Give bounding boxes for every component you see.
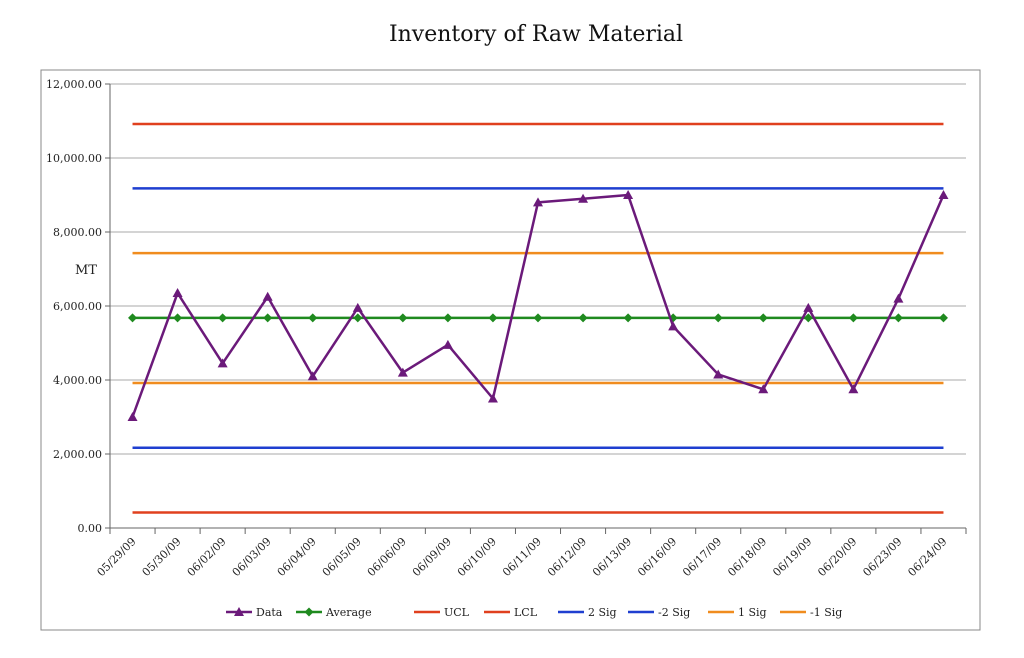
x-tick-label: 06/10/09 bbox=[455, 535, 499, 579]
data-point[interactable] bbox=[397, 367, 408, 377]
data-point[interactable] bbox=[217, 358, 228, 368]
data-point[interactable] bbox=[533, 197, 543, 207]
data-point[interactable] bbox=[443, 313, 453, 323]
x-tick-label: 05/29/09 bbox=[95, 535, 139, 579]
x-tick-label: 06/24/09 bbox=[905, 535, 949, 579]
x-tick-label: 06/05/09 bbox=[320, 535, 364, 579]
legend-label: 1 Sig bbox=[738, 606, 767, 619]
legend-label: LCL bbox=[514, 606, 538, 619]
x-tick-label: 06/16/09 bbox=[635, 535, 679, 579]
y-tick-label: 0.00 bbox=[78, 522, 103, 535]
legend[interactable]: Data Average UCL LCL 2 Sig -2 Sig 1 Sig -1 Sig bbox=[226, 606, 842, 619]
data-point[interactable] bbox=[218, 313, 228, 323]
x-tick-label: 06/23/09 bbox=[860, 535, 904, 579]
data-point[interactable] bbox=[308, 313, 318, 323]
y-tick-label: 2,000.00 bbox=[53, 448, 102, 461]
legend-marker bbox=[304, 607, 314, 617]
series-average bbox=[128, 313, 948, 323]
x-tick-label: 06/11/09 bbox=[500, 535, 544, 579]
data-point[interactable] bbox=[442, 339, 453, 349]
data-point[interactable] bbox=[173, 313, 183, 323]
x-tick-label: 06/09/09 bbox=[410, 535, 454, 579]
legend-item[interactable]: UCL bbox=[414, 606, 470, 619]
data-point[interactable] bbox=[262, 291, 273, 301]
data-point[interactable] bbox=[668, 321, 679, 331]
data-point[interactable] bbox=[578, 193, 589, 203]
data-point[interactable] bbox=[307, 371, 318, 381]
y-tick-label: 12,000.00 bbox=[46, 78, 102, 91]
legend-label: 2 Sig bbox=[588, 606, 617, 619]
series-data bbox=[127, 190, 949, 421]
data-point[interactable] bbox=[353, 313, 363, 323]
legend-item[interactable]: 1 Sig bbox=[708, 606, 767, 619]
x-tick-label: 06/20/09 bbox=[815, 535, 859, 579]
legend-label: Average bbox=[325, 606, 372, 619]
data-point[interactable] bbox=[848, 313, 858, 323]
x-tick-label: 06/12/09 bbox=[545, 535, 589, 579]
data-point[interactable] bbox=[623, 190, 634, 199]
y-tick-label: 6,000.00 bbox=[53, 300, 102, 313]
x-tick-label: 06/03/09 bbox=[230, 535, 274, 579]
y-tick-label: 8,000.00 bbox=[53, 226, 102, 239]
data-point[interactable] bbox=[848, 384, 859, 394]
data-point[interactable] bbox=[128, 313, 138, 323]
data-point[interactable] bbox=[893, 293, 904, 303]
x-tick-label: 06/19/09 bbox=[770, 535, 814, 579]
data-point[interactable] bbox=[127, 412, 138, 421]
y-tick-label: 10,000.00 bbox=[46, 152, 102, 165]
legend-label: -2 Sig bbox=[658, 606, 690, 619]
data-point[interactable] bbox=[578, 313, 588, 323]
legend-item[interactable]: LCL bbox=[484, 606, 538, 619]
data-point[interactable] bbox=[352, 302, 363, 312]
legend-item[interactable]: -1 Sig bbox=[780, 606, 842, 619]
chart-frame bbox=[40, 69, 981, 631]
data-point[interactable] bbox=[488, 313, 498, 323]
data-point[interactable] bbox=[398, 313, 408, 323]
data-point[interactable] bbox=[938, 190, 949, 199]
y-axis-ticks: 0.00 2,000.00 4,000.00 6,000.00 8,000.00 10,0… bbox=[46, 78, 110, 535]
x-tick-label: 06/18/09 bbox=[725, 535, 769, 579]
x-tick-label: 06/17/09 bbox=[680, 535, 724, 579]
legend-item[interactable]: Average bbox=[296, 606, 372, 619]
x-axis-ticks: 05/29/09 05/30/09 06/02/09 06/03/09 06/04/09… bbox=[95, 528, 967, 579]
data-point[interactable] bbox=[487, 393, 498, 403]
data-point[interactable] bbox=[263, 313, 273, 323]
y-axis-label: MT bbox=[75, 263, 97, 278]
y-tick-label: 4,000.00 bbox=[53, 374, 102, 387]
x-tick-label: 06/02/09 bbox=[185, 535, 229, 579]
data-point[interactable] bbox=[713, 369, 724, 379]
x-tick-label: 05/30/09 bbox=[140, 535, 184, 579]
data-point[interactable] bbox=[803, 302, 814, 312]
legend-label: -1 Sig bbox=[810, 606, 842, 619]
data-point[interactable] bbox=[758, 384, 769, 394]
gridlines bbox=[109, 83, 966, 529]
data-point[interactable] bbox=[893, 313, 903, 323]
data-point[interactable] bbox=[172, 288, 183, 298]
legend-item[interactable]: -2 Sig bbox=[628, 606, 690, 619]
data-point[interactable] bbox=[623, 313, 633, 323]
legend-item[interactable]: 2 Sig bbox=[558, 606, 617, 619]
legend-label: Data bbox=[256, 606, 283, 619]
legend-label: UCL bbox=[444, 606, 470, 619]
legend-item[interactable]: Data bbox=[226, 606, 283, 619]
legend-marker bbox=[234, 607, 244, 616]
data-point[interactable] bbox=[533, 313, 543, 323]
chart-title: Inventory of Raw Material bbox=[388, 22, 684, 47]
x-tick-label: 06/06/09 bbox=[365, 535, 409, 579]
x-tick-label: 06/04/09 bbox=[275, 535, 319, 579]
series-group bbox=[127, 122, 949, 514]
x-tick-label: 06/13/09 bbox=[590, 535, 634, 579]
data-point[interactable] bbox=[758, 313, 768, 323]
data-point[interactable] bbox=[713, 313, 723, 323]
data-point[interactable] bbox=[803, 313, 813, 323]
data-point[interactable] bbox=[938, 313, 948, 323]
